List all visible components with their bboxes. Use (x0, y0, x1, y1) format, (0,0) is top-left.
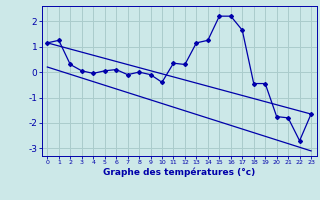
X-axis label: Graphe des températures (°c): Graphe des températures (°c) (103, 168, 255, 177)
